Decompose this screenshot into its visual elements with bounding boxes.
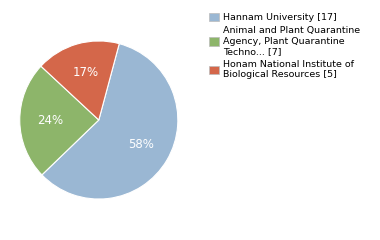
Wedge shape xyxy=(41,41,119,120)
Text: 24%: 24% xyxy=(37,114,63,127)
Wedge shape xyxy=(42,44,178,199)
Legend: Hannam University [17], Animal and Plant Quarantine
Agency, Plant Quarantine
Tec: Hannam University [17], Animal and Plant… xyxy=(206,10,363,82)
Text: 58%: 58% xyxy=(128,138,154,151)
Text: 17%: 17% xyxy=(72,66,98,79)
Wedge shape xyxy=(20,66,99,175)
